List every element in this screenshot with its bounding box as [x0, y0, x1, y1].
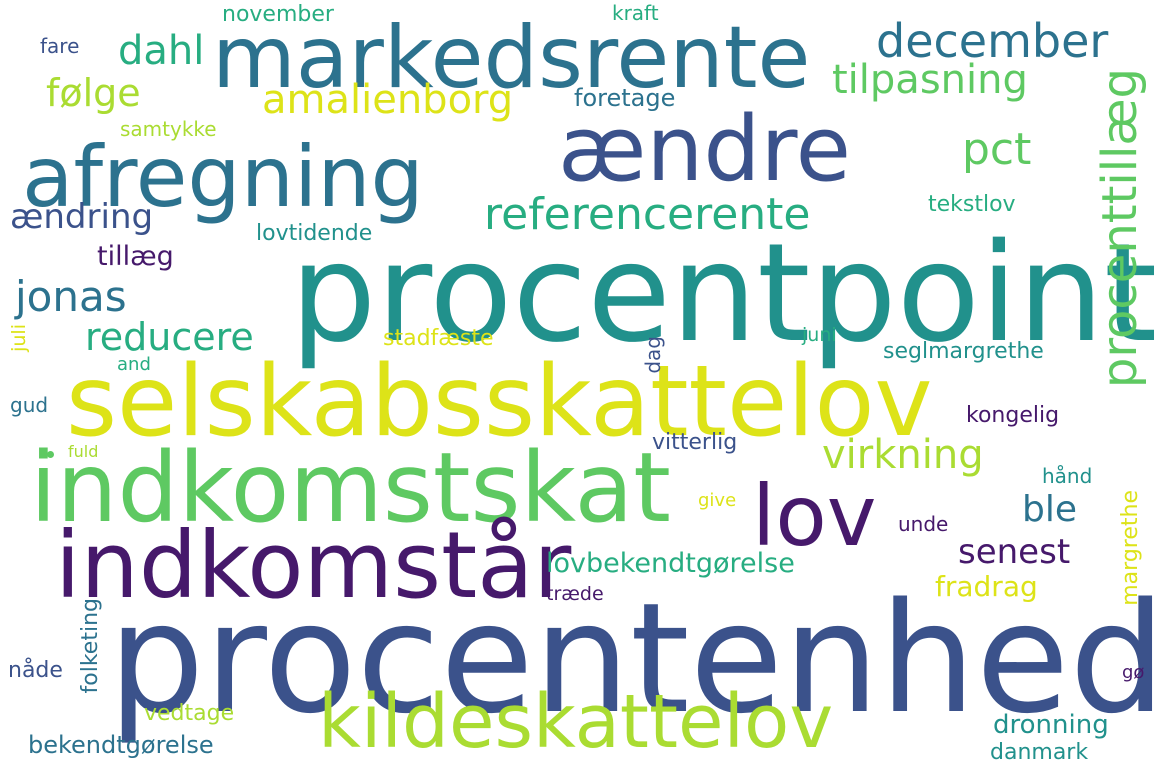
word-ble: ble	[1022, 489, 1078, 530]
word-aendre: ændre	[558, 97, 851, 202]
word-danmark: danmark	[990, 740, 1089, 765]
word-dronning: dronning	[993, 710, 1109, 740]
word-jonas: jonas	[15, 272, 127, 321]
word-tilpasning: tilpasning	[832, 57, 1028, 103]
word-indkomstskat: indkomstskat	[30, 432, 671, 544]
word-reducere: reducere	[85, 315, 254, 359]
word-and: and	[117, 354, 151, 375]
word-foretage: foretage	[574, 84, 676, 112]
word-foelge: følge	[46, 71, 141, 115]
word-juni: juni	[802, 324, 837, 346]
word-fradrag: fradrag	[935, 570, 1038, 603]
word-december: december	[876, 14, 1109, 68]
word-afregning: afregning	[22, 128, 424, 226]
word-procenttillaeg: procenttillæg	[1092, 68, 1148, 389]
word-aendring: ændring	[10, 197, 154, 237]
word-lovbekendtgoerelse: lovbekendtgørelse	[546, 548, 795, 579]
word-bekendtgoerelse: bekendtgørelse	[28, 731, 214, 759]
word-lov: lov	[752, 467, 877, 565]
word-unde: unde	[898, 512, 949, 536]
word-dahl: dahl	[118, 28, 205, 74]
word-indkomstaar: indkomstår	[55, 512, 572, 619]
dot-mark	[47, 451, 54, 458]
word-go: gø	[1122, 662, 1145, 683]
word-fare: fare	[40, 34, 80, 58]
word-give: give	[698, 490, 737, 511]
word-procentenhed: procentenhed	[108, 570, 1155, 747]
word-margrethe: margrethe	[1118, 490, 1143, 606]
word-kildeskattelov: kildeskattelov	[318, 679, 834, 765]
word-november: november	[222, 2, 334, 27]
word-pct: pct	[962, 124, 1032, 175]
word-fuld: fuld	[68, 442, 99, 461]
word-markedsrente: markedsrente	[212, 8, 811, 108]
word-amalienborg: amalienborg	[262, 77, 514, 123]
word-tillaeg: tillæg	[97, 241, 174, 272]
word-referencerente: referencerente	[484, 189, 811, 240]
word-lovtidende: lovtidende	[256, 221, 373, 246]
word-samtykke: samtykke	[120, 117, 217, 141]
word-vitterlig: vitterlig	[652, 430, 738, 455]
word-procentpoint: procentpoint	[290, 215, 1155, 373]
word-virkning: virkning	[822, 432, 984, 478]
word-stadfaeste: stadfæste	[383, 326, 494, 351]
word-kongelig: kongelig	[966, 403, 1060, 428]
word-senest: senest	[958, 532, 1071, 572]
word-naade: nåde	[8, 658, 63, 683]
word-haand: hånd	[1042, 464, 1093, 488]
word-kraft: kraft	[612, 1, 659, 25]
word-seglmargrethe: seglmargrethe	[883, 339, 1044, 364]
word-selskabsskattelov: selskabsskattelov	[66, 345, 933, 459]
word-dag: dag	[641, 336, 665, 374]
word-juli: juli	[8, 324, 30, 352]
word-tekstlov: tekstlov	[928, 192, 1016, 217]
word-trade: træde	[546, 583, 604, 605]
word-vedtage: vedtage	[144, 701, 235, 726]
word-folketing: folketing	[78, 598, 103, 694]
word-gud: gud	[10, 393, 49, 417]
